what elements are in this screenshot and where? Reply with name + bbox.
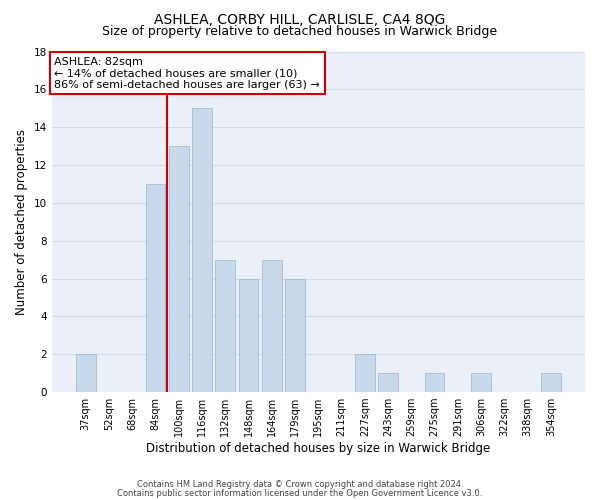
Text: Contains public sector information licensed under the Open Government Licence v3: Contains public sector information licen… <box>118 489 482 498</box>
Bar <box>378 373 398 392</box>
Text: Size of property relative to detached houses in Warwick Bridge: Size of property relative to detached ho… <box>103 25 497 38</box>
Text: ASHLEA: 82sqm
← 14% of detached houses are smaller (10)
86% of semi-detached hou: ASHLEA: 82sqm ← 14% of detached houses a… <box>55 56 320 90</box>
Text: ASHLEA, CORBY HILL, CARLISLE, CA4 8QG: ASHLEA, CORBY HILL, CARLISLE, CA4 8QG <box>154 12 446 26</box>
Bar <box>541 373 561 392</box>
Bar <box>355 354 375 392</box>
Bar <box>192 108 212 392</box>
Bar <box>285 278 305 392</box>
Bar <box>76 354 95 392</box>
Bar <box>239 278 259 392</box>
Bar <box>425 373 445 392</box>
Y-axis label: Number of detached properties: Number of detached properties <box>15 129 28 315</box>
Text: Contains HM Land Registry data © Crown copyright and database right 2024.: Contains HM Land Registry data © Crown c… <box>137 480 463 489</box>
X-axis label: Distribution of detached houses by size in Warwick Bridge: Distribution of detached houses by size … <box>146 442 490 455</box>
Bar <box>215 260 235 392</box>
Bar <box>146 184 166 392</box>
Bar <box>262 260 282 392</box>
Bar <box>471 373 491 392</box>
Bar <box>169 146 188 392</box>
